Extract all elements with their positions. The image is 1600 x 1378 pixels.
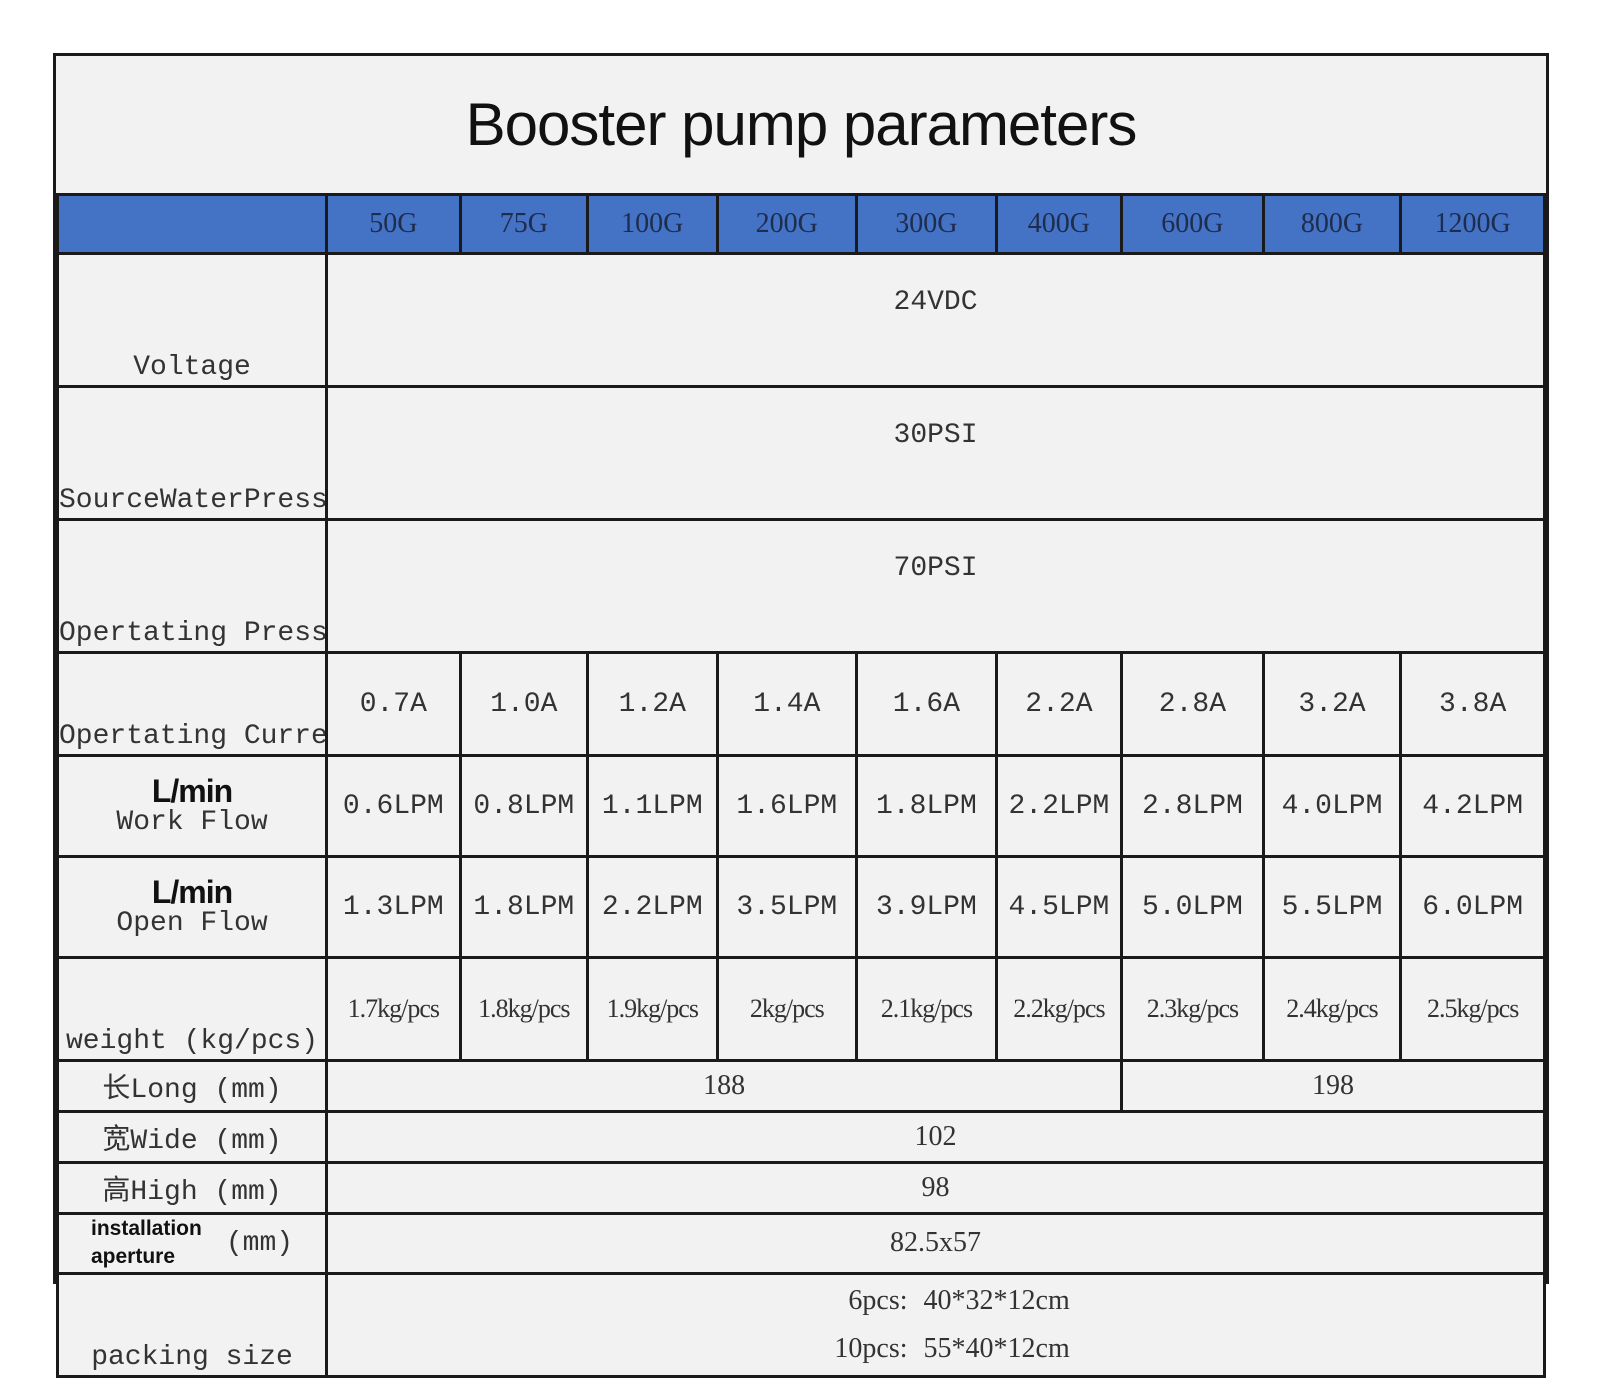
packing-value-cell: 6pcs: 40*32*12cm 10pcs: 55*40*12cm bbox=[325, 1271, 1546, 1378]
voltage-label: Voltage bbox=[55, 252, 329, 388]
aperture-value: 82.5x57 bbox=[325, 1212, 1546, 1275]
operating-current-label: Opertating Current bbox=[55, 651, 329, 757]
model-header: 400G bbox=[994, 193, 1124, 255]
open-flow-cell: 1.3LPM bbox=[325, 855, 462, 959]
work-flow-cell: 1.6LPM bbox=[715, 754, 859, 858]
model-header: 200G bbox=[715, 193, 859, 255]
work-flow-cell: 2.2LPM bbox=[994, 754, 1124, 858]
work-flow-label: Work Flow bbox=[116, 807, 268, 839]
high-value: 98 bbox=[325, 1161, 1546, 1215]
packing-size: 55*40*12cm bbox=[923, 1332, 1070, 1364]
packing-qty: 6pcs: bbox=[848, 1285, 908, 1317]
aperture-label-cell: installation aperture (mm) bbox=[55, 1212, 329, 1275]
source-pressure-value: 30PSI bbox=[325, 385, 1546, 521]
voltage-row: Voltage 24VDC bbox=[55, 252, 1546, 388]
work-flow-row: L/min Work Flow 0.6LPM 0.8LPM 1.1LPM 1.6… bbox=[55, 754, 1546, 858]
current-cell: 2.2A bbox=[994, 651, 1124, 757]
current-cell: 3.2A bbox=[1261, 651, 1403, 757]
open-flow-unit: L/min bbox=[151, 873, 233, 910]
work-flow-cell: 0.8LPM bbox=[458, 754, 590, 858]
parameters-table: 50G 75G 100G 200G 300G 400G 600G 800G 12… bbox=[55, 193, 1546, 1378]
source-pressure-row: SourceWaterPressure 30PSI bbox=[55, 385, 1546, 521]
operating-current-row: Opertating Current 0.7A 1.0A 1.2A 1.4A 1… bbox=[55, 651, 1546, 757]
header-corner-cell bbox=[55, 193, 329, 255]
current-cell: 2.8A bbox=[1120, 651, 1265, 757]
open-flow-cell: 5.5LPM bbox=[1261, 855, 1403, 959]
work-flow-cell: 2.8LPM bbox=[1120, 754, 1265, 858]
open-flow-cell: 6.0LPM bbox=[1399, 855, 1546, 959]
high-label: 高High (mm) bbox=[55, 1161, 329, 1215]
wide-value: 102 bbox=[325, 1110, 1546, 1164]
operating-pressure-row: Opertating Pressure 70PSI bbox=[55, 518, 1546, 654]
current-cell: 0.7A bbox=[325, 651, 462, 757]
open-flow-label-cell: L/min Open Flow bbox=[55, 855, 329, 959]
page-title: Booster pump parameters bbox=[465, 91, 1138, 158]
long-value-small-models: 188 bbox=[325, 1059, 1124, 1113]
weight-cell: 2.5kg/pcs bbox=[1399, 956, 1546, 1062]
weight-cell: 1.7kg/pcs bbox=[325, 956, 462, 1062]
weight-cell: 2.2kg/pcs bbox=[994, 956, 1124, 1062]
packing-qty: 10pcs: bbox=[834, 1332, 908, 1364]
model-header: 600G bbox=[1120, 193, 1265, 255]
model-header: 300G bbox=[855, 193, 998, 255]
long-value-large-models: 198 bbox=[1120, 1059, 1546, 1113]
open-flow-row: L/min Open Flow 1.3LPM 1.8LPM 2.2LPM 3.5… bbox=[55, 855, 1546, 959]
aperture-row: installation aperture (mm) 82.5x57 bbox=[55, 1212, 1546, 1275]
work-flow-cell: 4.2LPM bbox=[1399, 754, 1546, 858]
open-flow-cell: 3.5LPM bbox=[715, 855, 859, 959]
aperture-label-line2: aperture bbox=[90, 1245, 176, 1269]
weight-cell: 1.8kg/pcs bbox=[458, 956, 590, 1062]
voltage-value: 24VDC bbox=[325, 252, 1546, 388]
work-flow-label-cell: L/min Work Flow bbox=[55, 754, 329, 858]
open-flow-label: Open Flow bbox=[116, 908, 268, 940]
packing-line: 10pcs: 55*40*12cm bbox=[798, 1325, 1074, 1373]
operating-pressure-value: 70PSI bbox=[325, 518, 1546, 654]
open-flow-cell: 4.5LPM bbox=[994, 855, 1124, 959]
current-cell: 1.2A bbox=[586, 651, 719, 757]
work-flow-unit: L/min bbox=[151, 772, 233, 809]
current-cell: 1.0A bbox=[458, 651, 590, 757]
open-flow-cell: 3.9LPM bbox=[855, 855, 998, 959]
current-cell: 3.8A bbox=[1399, 651, 1546, 757]
header-row: 50G 75G 100G 200G 300G 400G 600G 800G 12… bbox=[55, 193, 1546, 255]
model-header: 100G bbox=[586, 193, 719, 255]
wide-label: 宽Wide (mm) bbox=[55, 1110, 329, 1164]
source-pressure-label: SourceWaterPressure bbox=[55, 385, 329, 521]
weight-cell: 1.9kg/pcs bbox=[586, 956, 719, 1062]
work-flow-cell: 0.6LPM bbox=[325, 754, 462, 858]
weight-cell: 2kg/pcs bbox=[715, 956, 859, 1062]
operating-pressure-label: Opertating Pressure bbox=[55, 518, 329, 654]
long-row: 长Long (mm) 188 198 bbox=[55, 1059, 1546, 1113]
packing-label: packing size bbox=[55, 1271, 329, 1378]
long-label: 长Long (mm) bbox=[55, 1059, 329, 1113]
model-header: 1200G bbox=[1399, 193, 1546, 255]
weight-cell: 2.4kg/pcs bbox=[1261, 956, 1403, 1062]
packing-line: 6pcs: 40*32*12cm bbox=[798, 1277, 1074, 1325]
work-flow-cell: 4.0LPM bbox=[1261, 754, 1403, 858]
packing-size: 40*32*12cm bbox=[923, 1285, 1070, 1317]
open-flow-cell: 2.2LPM bbox=[586, 855, 719, 959]
model-header: 800G bbox=[1261, 193, 1403, 255]
weight-label: weight (kg/pcs) bbox=[55, 956, 329, 1062]
weight-cell: 2.1kg/pcs bbox=[855, 956, 998, 1062]
work-flow-cell: 1.8LPM bbox=[855, 754, 998, 858]
weight-cell: 2.3kg/pcs bbox=[1120, 956, 1265, 1062]
wide-row: 宽Wide (mm) 102 bbox=[55, 1110, 1546, 1164]
spec-sheet: Booster pump parameters 50G 75G 100G 200… bbox=[53, 53, 1549, 1378]
packing-row: packing size 6pcs: 40*32*12cm 10pcs: 55*40… bbox=[55, 1271, 1546, 1378]
model-header: 75G bbox=[458, 193, 590, 255]
aperture-unit: (mm) bbox=[225, 1227, 294, 1259]
high-row: 高High (mm) 98 bbox=[55, 1161, 1546, 1215]
open-flow-cell: 5.0LPM bbox=[1120, 855, 1265, 959]
current-cell: 1.4A bbox=[715, 651, 859, 757]
weight-row: weight (kg/pcs) 1.7kg/pcs 1.8kg/pcs 1.9k… bbox=[55, 956, 1546, 1062]
aperture-label-line1: installation bbox=[90, 1217, 202, 1240]
work-flow-cell: 1.1LPM bbox=[586, 754, 719, 858]
current-cell: 1.6A bbox=[855, 651, 998, 757]
model-header: 50G bbox=[325, 193, 462, 255]
open-flow-cell: 1.8LPM bbox=[458, 855, 590, 959]
